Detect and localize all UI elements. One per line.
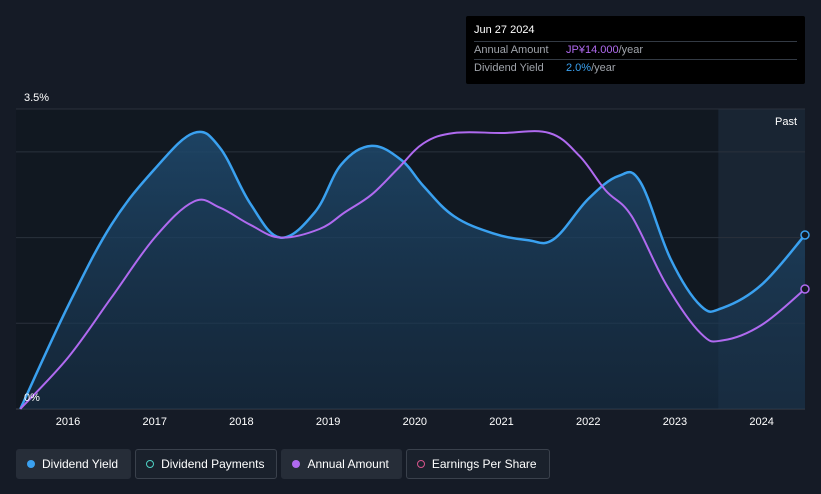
tooltip-yield-unit: /year: [591, 62, 616, 74]
dividend-yield-end-marker[interactable]: [800, 230, 810, 240]
x-tick-label: 2021: [489, 416, 513, 428]
tooltip: Jun 27 2024 Annual Amount JP¥14.000/year…: [466, 16, 805, 84]
dividend-yield-area: [20, 131, 806, 409]
legend-dividend-yield-dot: [27, 460, 35, 468]
legend-dividend-payments[interactable]: Dividend Payments: [135, 449, 278, 479]
legend-dividend-payments-dot: [146, 460, 155, 468]
legend-earnings-per-share-label: Earnings Per Share: [431, 457, 537, 471]
legend: Dividend Yield Dividend Payments Annual …: [16, 449, 550, 479]
legend-dividend-yield-label: Dividend Yield: [42, 457, 119, 471]
x-tick-label: 2023: [663, 416, 687, 428]
tooltip-yield-label: Dividend Yield: [474, 62, 544, 74]
tooltip-yield-value: 2.0%: [566, 62, 592, 74]
tooltip-annual-row: Annual Amount JP¥14.000/year: [474, 42, 797, 60]
y-axis-bottom-label: 0%: [24, 392, 40, 404]
x-tick-label: 2022: [576, 416, 600, 428]
tooltip-yield-row: Dividend Yield 2.0%/year: [474, 60, 797, 77]
x-tick-label: 2019: [316, 416, 340, 428]
x-tick-label: 2018: [229, 416, 253, 428]
legend-earnings-per-share[interactable]: Earnings Per Share: [405, 449, 550, 479]
x-tick-label: 2016: [56, 416, 80, 428]
x-tick-label: 2017: [142, 416, 166, 428]
y-axis-top-label: 3.5%: [24, 92, 49, 104]
legend-dividend-yield[interactable]: Dividend Yield: [16, 449, 132, 479]
dividend-yield-line: [19, 130, 806, 410]
legend-dividend-payments-label: Dividend Payments: [161, 457, 265, 471]
x-tick-label: 2024: [749, 416, 773, 428]
tooltip-annual-label: Annual Amount: [474, 44, 549, 56]
tooltip-date: Jun 27 2024: [474, 24, 797, 42]
tooltip-annual-unit: /year: [618, 44, 644, 56]
legend-annual-amount-label: Annual Amount: [307, 457, 389, 471]
x-tick-label: 2020: [403, 416, 427, 428]
tooltip-annual-value: JP¥14.000: [566, 44, 619, 56]
legend-earnings-per-share-dot: [416, 460, 425, 468]
x-axis-ticks: 2016 2017 2018 2019 2020 2021 2022 2023 2024: [56, 416, 774, 428]
annual-amount-line: [19, 130, 806, 410]
legend-annual-amount[interactable]: Annual Amount: [281, 449, 402, 479]
past-label: Past: [775, 116, 797, 128]
legend-annual-amount-dot: [292, 460, 301, 468]
annual-amount-end-marker[interactable]: [800, 284, 810, 294]
